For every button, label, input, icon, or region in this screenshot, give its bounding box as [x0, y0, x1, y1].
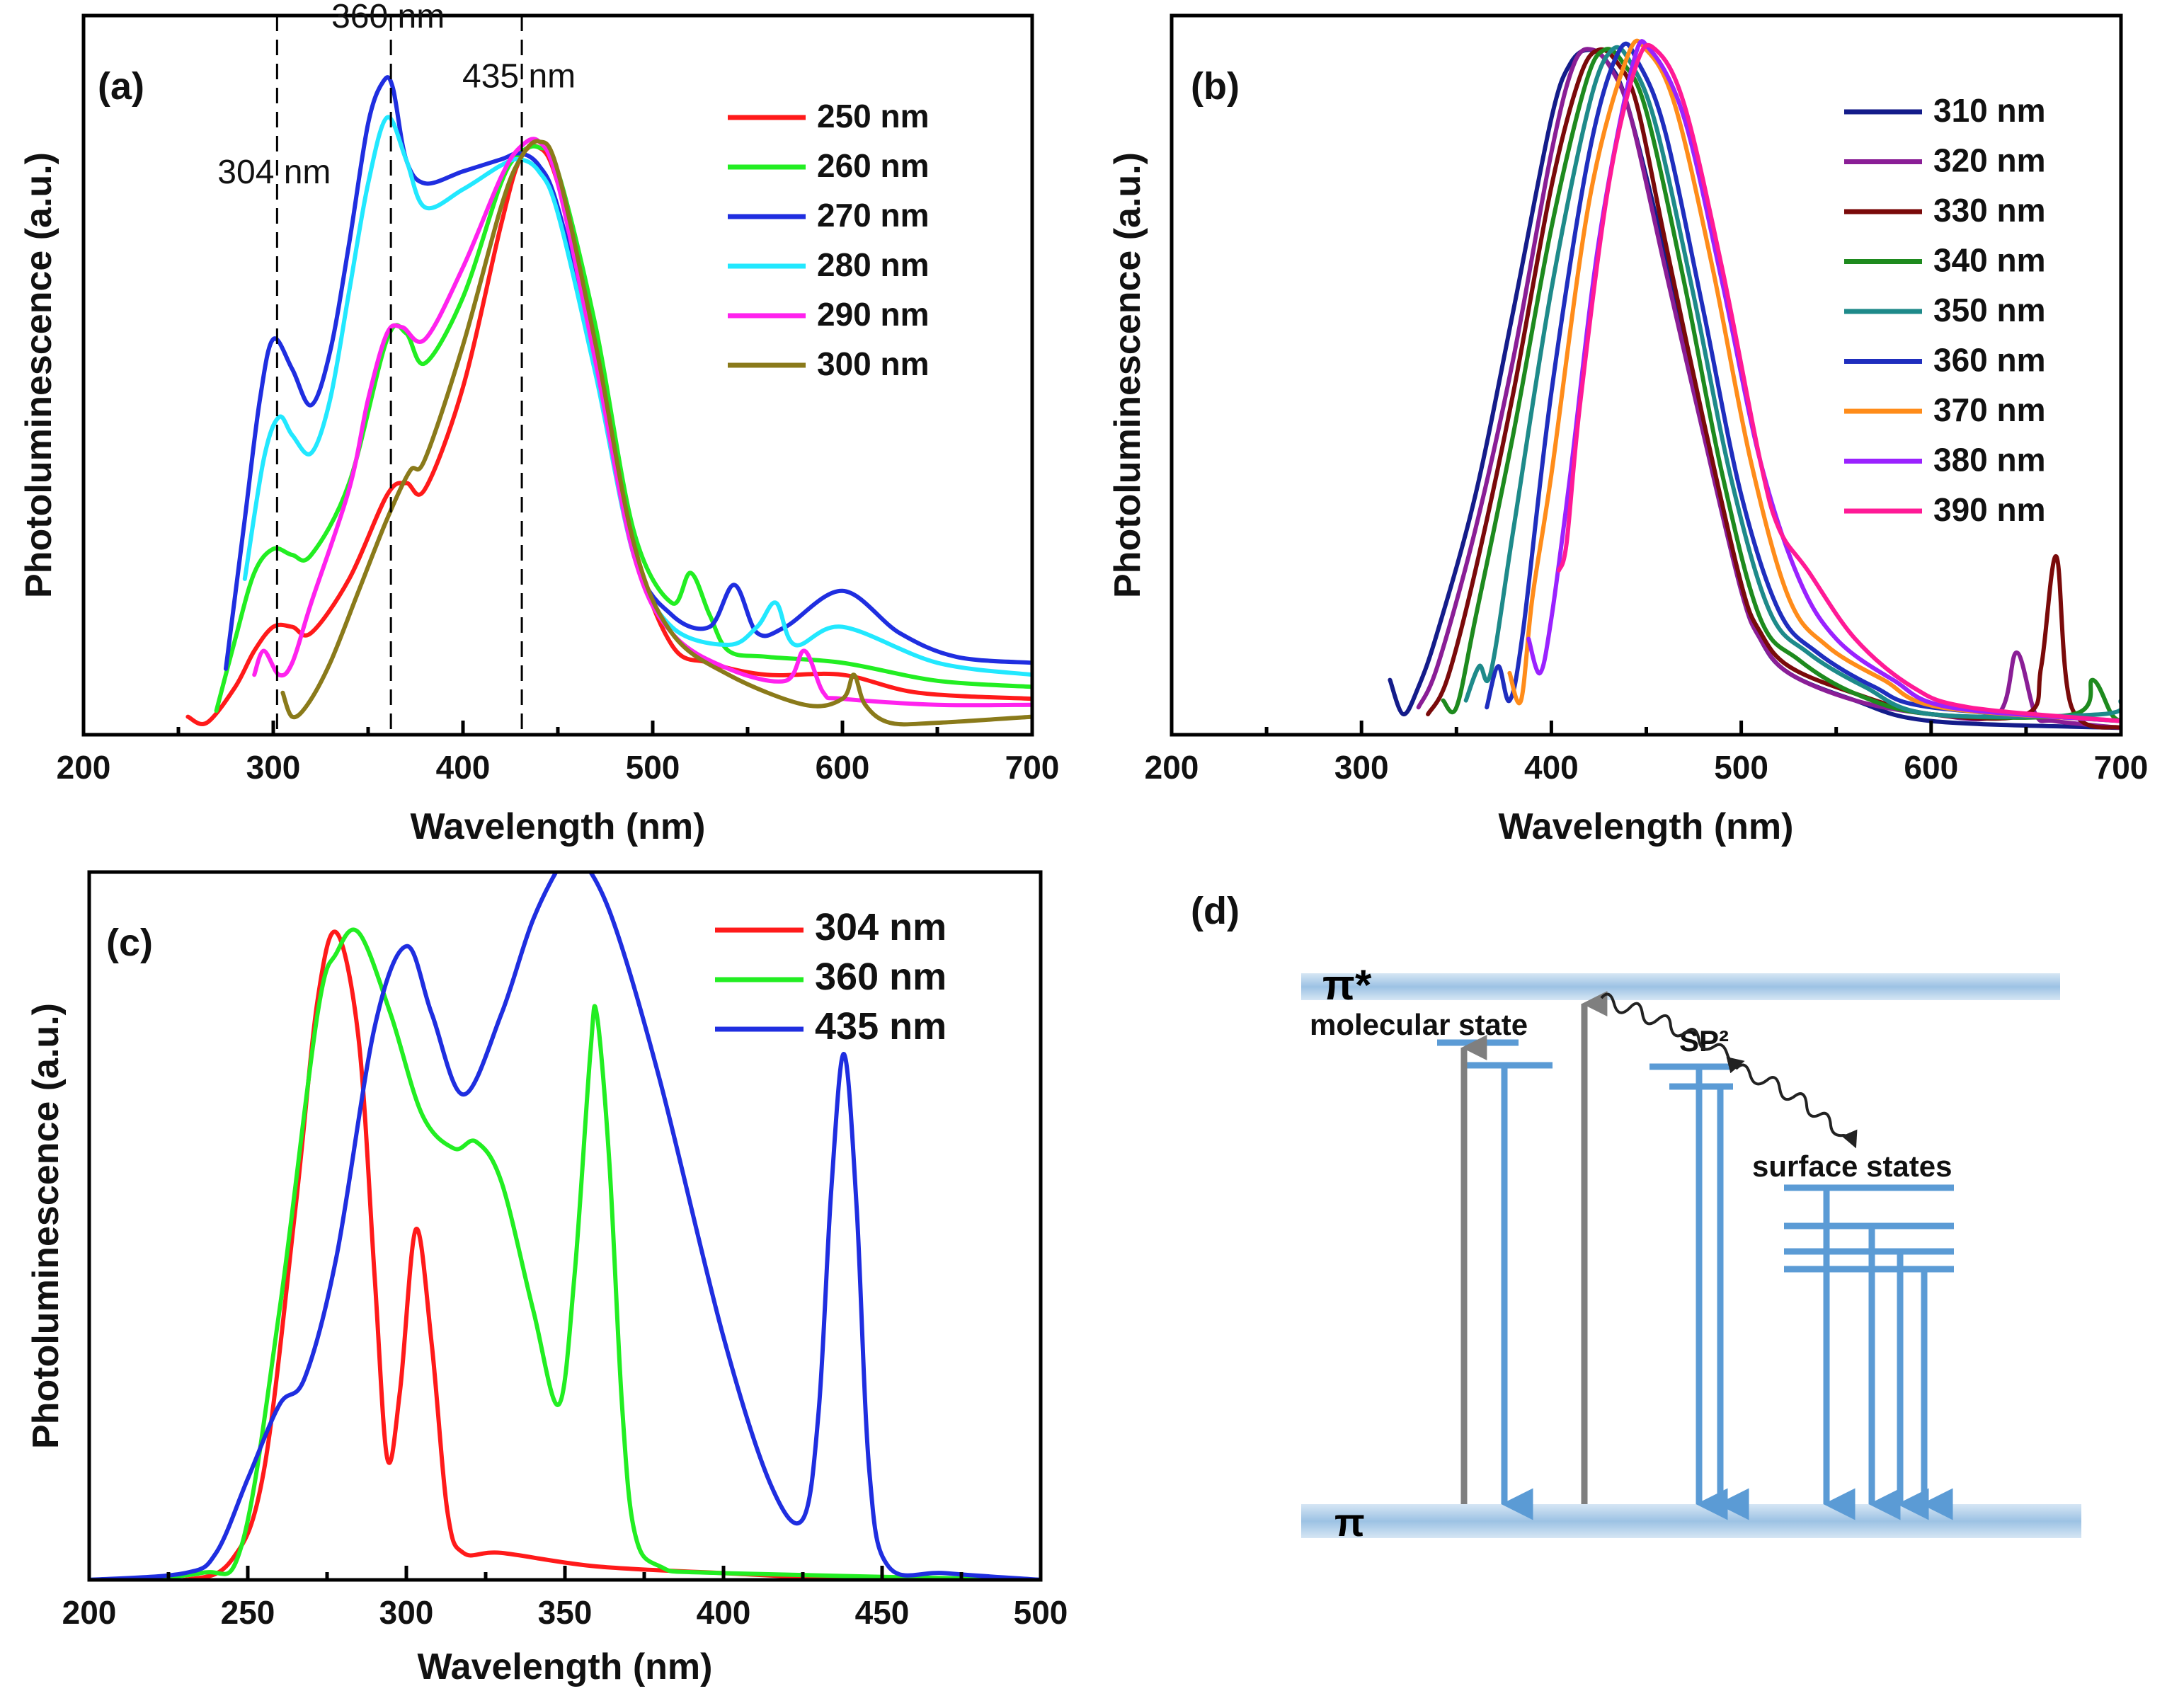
panel-b-legend-label-320-nm: 320 nm — [1933, 142, 2046, 179]
panel-b-legend-label-340-nm: 340 nm — [1933, 242, 2046, 279]
panel-c-xtick-label-500: 500 — [1014, 1594, 1068, 1631]
panel-b-xtick-label-300: 300 — [1334, 749, 1389, 786]
panel-a-legend: 250 nm 260 nm 270 nm 280 nm 290 nm 300 nm — [728, 98, 930, 382]
panel-b-legend-label-310-nm: 310 nm — [1933, 92, 2046, 129]
panel-b-label: (b) — [1191, 65, 1240, 108]
molecular-state-label: molecular state — [1310, 1008, 1528, 1041]
panel-a-label: (a) — [98, 65, 144, 108]
relaxation-wavy-arrow-1 — [1600, 992, 1745, 1074]
panel-c-xtick-label-200: 200 — [62, 1594, 117, 1631]
panel-b: 200 300 400 500 600 700 310 nm 320 nm 330 nm 340… — [1107, 13, 2149, 847]
panel-a-xtick-label-200: 200 — [57, 749, 111, 786]
panel-d: (d) π* π molecular state SP² surface sta… — [1191, 890, 2081, 1544]
panel-b-ylabel: Photoluminescence (a.u.) — [1107, 152, 1148, 598]
panel-b-xtick-label-600: 600 — [1904, 749, 1958, 786]
panel-a-legend-label-290-nm: 290 nm — [817, 296, 930, 333]
panel-b-series-380-nm — [1526, 39, 2121, 723]
panel-c-legend-label-435-nm: 435 nm — [815, 1005, 947, 1048]
panel-a-legend-label-260-nm: 260 nm — [817, 147, 930, 184]
panel-a-series-300-nm — [280, 139, 1032, 727]
panel-a-legend-label-270-nm: 270 nm — [817, 197, 930, 234]
panel-c-xtick-label-450: 450 — [855, 1594, 910, 1631]
panel-a-xtick-label-500: 500 — [626, 749, 680, 786]
panel-b-legend: 310 nm 320 nm 330 nm 340 nm 350 nm 360 nm 370 … — [1844, 92, 2046, 528]
panel-a-legend-label-280-nm: 280 nm — [817, 246, 930, 283]
panel-b-series-360-nm — [1485, 41, 2121, 723]
panel-b-series-390-nm — [1557, 42, 2121, 723]
panel-b-xtick-label-500: 500 — [1714, 749, 1768, 786]
panel-a: 200 300 400 500 600 700 304 nm 360 nm 435 nm 25… — [18, 0, 1059, 847]
panel-d-label: (d) — [1191, 890, 1240, 932]
panel-b-series-330-nm — [1426, 47, 2121, 730]
pi-band — [1301, 1504, 2081, 1538]
panel-b-xtick-label-200: 200 — [1145, 749, 1199, 786]
panel-b-series-370-nm — [1507, 38, 2121, 723]
panel-c-series-435-nm — [89, 872, 1041, 1580]
panel-b-series-350-nm — [1463, 45, 2121, 719]
panel-b-xlabel: Wavelength (nm) — [1499, 806, 1794, 847]
panel-c: 200 250 300 350 400 450 500 304 nm 360 nm 435 nm… — [25, 870, 1068, 1687]
panel-b-legend-label-360-nm: 360 nm — [1933, 342, 2046, 379]
panel-a-legend-label-250-nm: 250 nm — [817, 98, 930, 134]
pi-label: π — [1334, 1500, 1365, 1544]
panel-c-xtick-label-300: 300 — [379, 1594, 434, 1631]
panel-c-xtick-label-250: 250 — [221, 1594, 275, 1631]
pi-star-label: π* — [1322, 961, 1372, 1009]
panel-a-xlabel: Wavelength (nm) — [411, 806, 706, 847]
panel-b-xtick-label-400: 400 — [1524, 749, 1579, 786]
panel-b-legend-label-370-nm: 370 nm — [1933, 391, 2046, 428]
panel-a-ticks: 200 300 400 500 600 700 — [57, 721, 1060, 786]
panel-c-xtick-label-400: 400 — [697, 1594, 751, 1631]
panel-c-legend: 304 nm 360 nm 435 nm — [715, 906, 947, 1048]
panel-c-legend-label-304-nm: 304 nm — [815, 906, 947, 948]
panel-c-xtick-label-350: 350 — [538, 1594, 593, 1631]
panel-a-annotation-435-nm: 435 nm — [462, 58, 576, 96]
panel-c-xlabel: Wavelength (nm) — [418, 1646, 713, 1687]
panel-c-series-360-nm — [89, 927, 1041, 1580]
panel-b-ticks: 200 300 400 500 600 700 — [1145, 721, 2149, 786]
surface-states-label: surface states — [1752, 1150, 1952, 1183]
panel-c-legend-label-360-nm: 360 nm — [815, 956, 947, 998]
panel-c-ticks: 200 250 300 350 400 450 500 — [62, 1566, 1068, 1631]
panel-a-ylabel: Photoluminescence (a.u.) — [18, 152, 59, 598]
panel-b-legend-label-390-nm: 390 nm — [1933, 491, 2046, 528]
pi-star-band — [1301, 973, 2060, 1000]
panel-c-series-group — [89, 872, 1041, 1580]
panel-a-xtick-label-300: 300 — [246, 749, 301, 786]
panel-b-legend-label-380-nm: 380 nm — [1933, 442, 2046, 478]
panel-c-series-304-nm — [89, 929, 1041, 1580]
panel-a-annotations: 304 nm 360 nm 435 nm — [217, 0, 576, 191]
relaxation-wavy-arrow-2 — [1734, 1063, 1858, 1149]
panel-a-xtick-label-700: 700 — [1005, 749, 1060, 786]
panel-b-legend-label-330-nm: 330 nm — [1933, 192, 2046, 229]
panel-a-legend-label-300-nm: 300 nm — [817, 345, 930, 382]
panel-a-xtick-label-600: 600 — [816, 749, 870, 786]
panel-b-legend-label-350-nm: 350 nm — [1933, 292, 2046, 328]
panel-c-label: (c) — [106, 922, 153, 964]
panel-b-xtick-label-700: 700 — [2094, 749, 2149, 786]
panel-b-series-group — [1388, 38, 2121, 730]
panel-a-series-270-nm — [224, 75, 1032, 671]
panel-a-series-group — [185, 75, 1032, 727]
panel-a-xtick-label-400: 400 — [436, 749, 491, 786]
panel-c-ylabel: Photoluminescence (a.u.) — [25, 1003, 67, 1449]
panel-a-annotation-304-nm: 304 nm — [217, 154, 331, 191]
sp2-label: SP² — [1679, 1024, 1729, 1058]
panel-a-annotation-360-nm: 360 nm — [331, 0, 445, 35]
